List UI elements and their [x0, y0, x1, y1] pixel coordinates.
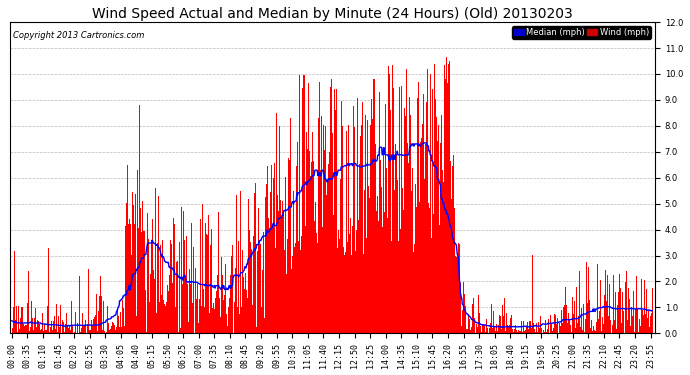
Title: Wind Speed Actual and Median by Minute (24 Hours) (Old) 20130203: Wind Speed Actual and Median by Minute (…: [92, 7, 573, 21]
Text: Copyright 2013 Cartronics.com: Copyright 2013 Cartronics.com: [13, 32, 144, 40]
Legend: Median (mph), Wind (mph): Median (mph), Wind (mph): [512, 26, 651, 39]
